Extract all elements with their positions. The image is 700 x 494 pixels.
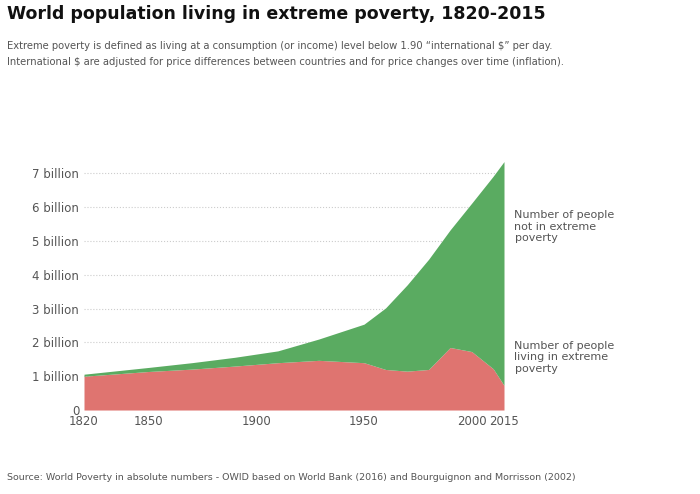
Text: Number of people
not in extreme
poverty: Number of people not in extreme poverty <box>514 210 615 243</box>
Text: World population living in extreme poverty, 1820-2015: World population living in extreme pover… <box>7 5 545 23</box>
Text: Source: World Poverty in absolute numbers - OWID based on World Bank (2016) and : Source: World Poverty in absolute number… <box>7 473 575 482</box>
Text: International $ are adjusted for price differences between countries and for pri: International $ are adjusted for price d… <box>7 57 564 67</box>
Text: in Data: in Data <box>621 41 664 51</box>
Text: Extreme poverty is defined as living at a consumption (or income) level below 1.: Extreme poverty is defined as living at … <box>7 41 552 50</box>
Text: Number of people
living in extreme
poverty: Number of people living in extreme pover… <box>514 341 615 374</box>
Text: OurWorld: OurWorld <box>615 24 670 34</box>
